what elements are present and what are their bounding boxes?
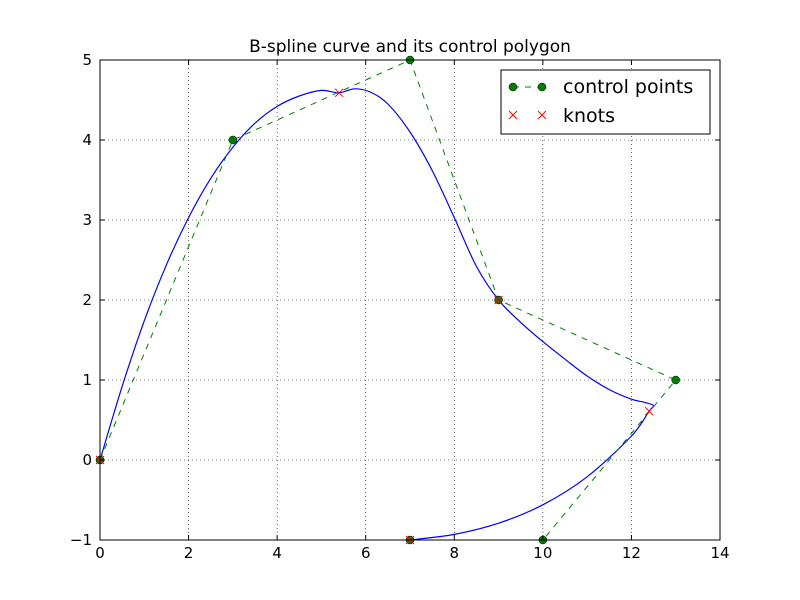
- y-tick-label: 5: [82, 51, 92, 69]
- x-tick-label: 2: [184, 544, 194, 562]
- y-tick-label: −1: [70, 531, 92, 549]
- x-tick-label: 8: [450, 544, 460, 562]
- knot-marker: [334, 88, 344, 98]
- x-tick-label: 4: [272, 544, 282, 562]
- x-tick-label: 14: [710, 544, 729, 562]
- x-tick-label: 6: [361, 544, 371, 562]
- legend-box: [500, 69, 711, 135]
- legend-label-control-points: control points: [563, 76, 693, 98]
- legend-marker-control-points: [537, 82, 547, 92]
- y-tick-label: 3: [82, 211, 92, 229]
- knot-marker-stroke: [334, 88, 344, 98]
- x-tick-label: 12: [622, 544, 641, 562]
- legend-marker-control-points: [508, 82, 518, 92]
- axis-ticks: [99, 59, 721, 541]
- knot-marker: [494, 295, 503, 305]
- knot-marker-stroke: [494, 295, 503, 305]
- y-tick-label: 4: [82, 131, 92, 149]
- knot-marker-stroke: [644, 406, 654, 416]
- x-tick-label: 0: [95, 544, 105, 562]
- legend-marker-knots: [508, 110, 547, 120]
- knot-marker: [644, 406, 654, 416]
- control-point-marker: [228, 135, 238, 145]
- chart-title: B-spline curve and its control polygon: [249, 37, 571, 57]
- y-tick-label: 1: [82, 371, 92, 389]
- control-point-marker: [671, 375, 680, 385]
- x-tick-label: 10: [533, 544, 552, 562]
- legend: control points knots: [500, 69, 711, 135]
- legend-label-knots: knots: [563, 105, 615, 127]
- y-tick-label: 0: [82, 451, 92, 469]
- y-tick-label: 2: [82, 291, 92, 309]
